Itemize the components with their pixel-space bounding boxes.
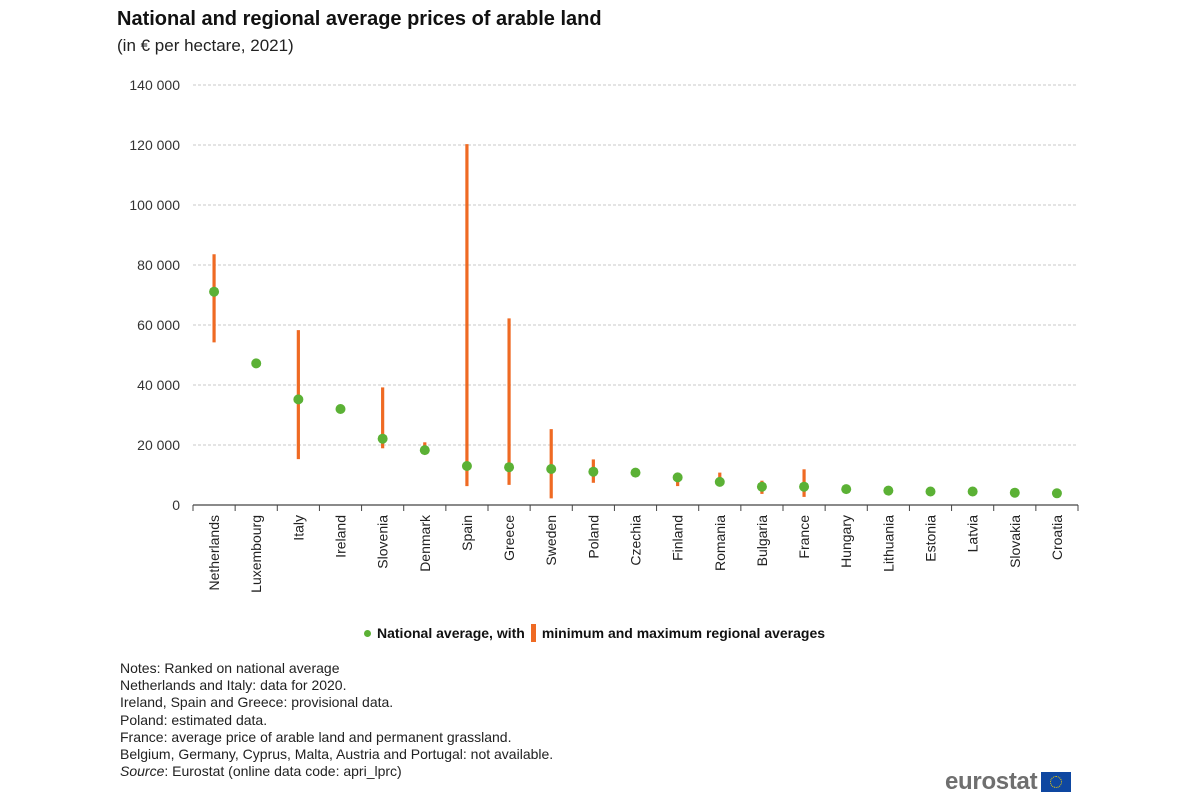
national-average-dot <box>799 481 810 492</box>
legend-dot-label: National average, with <box>377 625 525 641</box>
eurostat-logo: eurostat <box>945 768 1072 796</box>
x-tick-label: Slovakia <box>1007 515 1023 568</box>
x-tick-label: Croatia <box>1049 515 1065 560</box>
x-tick-label: Denmark <box>417 514 433 572</box>
x-tick-label: Greece <box>501 515 517 561</box>
y-tick-label: 120 000 <box>129 137 180 153</box>
x-tick-label: Poland <box>585 515 601 559</box>
note-line: France: average price of arable land and… <box>120 728 512 745</box>
logo-text: eurostat <box>945 768 1038 795</box>
x-tick-label: Slovenia <box>375 515 391 569</box>
national-average-dot <box>209 286 220 297</box>
y-tick-label: 40 000 <box>137 377 180 393</box>
x-tick-label: Finland <box>670 515 686 561</box>
legend-bar-icon <box>530 624 536 642</box>
national-average-dot <box>546 464 557 474</box>
y-axis-ticks: 0 20 000 40 000 60 000 80 000 100 000 120 000 1… <box>129 77 180 513</box>
legend-bar-label: minimum and maximum regional averages <box>541 625 826 641</box>
x-tick-label: Estonia <box>923 515 939 562</box>
eu-flag-icon <box>1041 772 1072 792</box>
national-average-dot <box>630 467 641 478</box>
national-average-dot <box>251 358 262 369</box>
x-axis-labels: Netherlands Luxembourg Italy Ireland Sloveni… <box>206 514 1065 593</box>
national-average-dot <box>925 486 936 497</box>
note-line: Ireland, Spain and Greece: provisional d… <box>120 694 394 711</box>
x-tick-label: Hungary <box>838 515 854 568</box>
national-average-dot <box>461 461 472 471</box>
national-average-dot <box>1051 488 1062 499</box>
y-tick-label: 100 000 <box>129 197 180 213</box>
x-tick-label: Czechia <box>628 515 644 566</box>
x-tick-label: Lithuania <box>880 515 896 572</box>
national-average-dot <box>756 481 767 492</box>
y-tick-label: 0 <box>172 497 180 513</box>
source-text: : Eurostat (online data code: apri_lprc) <box>164 763 402 780</box>
x-tick-label: Ireland <box>333 515 349 558</box>
y-tick-label: 20 000 <box>137 437 180 453</box>
national-average-dots <box>209 286 1062 499</box>
note-line: Notes: Ranked on national average <box>120 660 340 676</box>
chart-subtitle: (in € per hectare, 2021) <box>117 36 294 55</box>
y-tick-label: 140 000 <box>129 77 180 93</box>
source-label: Source <box>120 763 165 780</box>
x-tick-label: France <box>796 515 812 559</box>
source-line: Source: Eurostat (online data code: apri… <box>120 763 553 780</box>
x-tick-label: Bulgaria <box>754 515 770 567</box>
x-tick-label: Romania <box>712 515 728 571</box>
y-tick-label: 60 000 <box>137 317 180 333</box>
national-average-dot <box>504 462 515 473</box>
x-tick-label: Latvia <box>965 515 981 553</box>
national-average-dot <box>841 484 852 495</box>
x-tick-label: Sweden <box>543 515 559 566</box>
x-tick-label: Netherlands <box>206 515 222 591</box>
national-average-dot <box>714 476 725 487</box>
notes: Notes: Ranked on national average Nether… <box>120 660 553 780</box>
national-average-dot <box>967 486 978 497</box>
national-average-dot <box>1009 487 1020 498</box>
x-tick-label: Italy <box>290 515 306 541</box>
gridlines <box>193 84 1078 446</box>
national-average-dot <box>335 404 346 414</box>
x-tick-label: Luxembourg <box>248 515 264 593</box>
national-average-dot <box>588 466 599 477</box>
x-axis <box>192 504 1079 511</box>
national-average-dot <box>293 394 304 405</box>
note-line: Netherlands and Italy: data for 2020. <box>120 677 347 694</box>
y-tick-label: 80 000 <box>137 257 180 273</box>
national-average-dot <box>672 472 683 483</box>
chart-title: National and regional average prices of … <box>117 8 602 30</box>
x-tick-label: Spain <box>459 515 475 551</box>
note-line: Poland: estimated data. <box>120 711 268 728</box>
national-average-dot <box>883 485 894 496</box>
legend: National average, with minimum and maxim… <box>364 624 825 642</box>
legend-dot-icon <box>364 629 371 637</box>
note-line: Belgium, Germany, Cyprus, Malta, Austria… <box>120 746 554 763</box>
national-average-dot <box>419 445 430 456</box>
national-average-dot <box>377 433 388 444</box>
chart-area: 0 20 000 40 000 60 000 80 000 100 000 120 000 1… <box>129 77 1079 593</box>
